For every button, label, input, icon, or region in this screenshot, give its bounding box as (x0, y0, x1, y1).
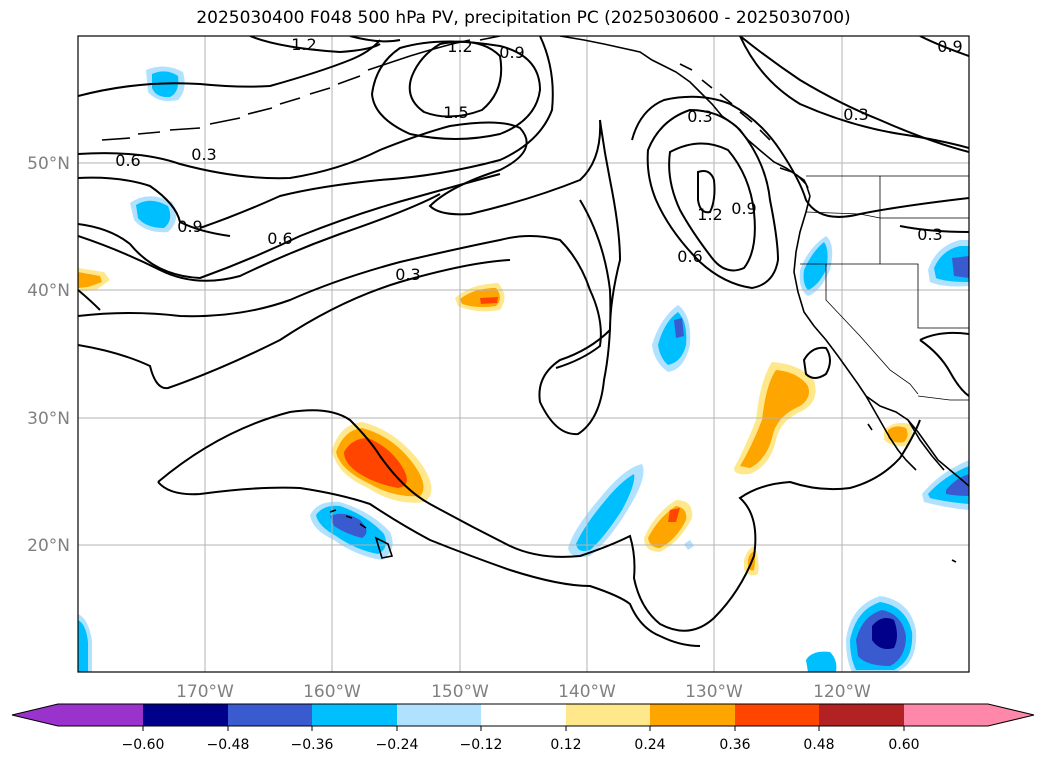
neg-anomaly-patch (872, 618, 897, 649)
contour-label: 1.2 (697, 205, 722, 224)
colorbar-segment (819, 704, 904, 726)
pos-anomaly-patch (344, 438, 407, 488)
colorbar: −0.60 −0.48 −0.36 −0.24 −0.12 0.12 0.24 … (11, 703, 1035, 753)
contour-label: 1.2 (447, 37, 472, 56)
pos-anomaly-patch (740, 370, 809, 468)
colorbar-segment (143, 704, 228, 726)
lon-tick-label: 120°W (813, 682, 871, 702)
colorbar-segment (58, 704, 143, 726)
neg-anomaly-patch (806, 651, 837, 672)
neg-anomaly-patch (946, 474, 969, 496)
colorbar-tick-label: −0.60 (122, 737, 165, 753)
contour-label: 0.9 (177, 217, 202, 236)
neg-anomaly-patch (78, 620, 88, 672)
contour-label: 0.9 (731, 199, 756, 218)
lon-tick-label: 150°W (431, 682, 489, 702)
lon-tick-labels: 170°W 160°W 150°W 140°W 130°W 120°W (176, 682, 871, 702)
colorbar-segment (650, 704, 735, 726)
neg-anomaly-patch (576, 474, 635, 552)
lat-tick-labels: 50°N 40°N 30°N 20°N (27, 154, 70, 556)
colorbar-segment (735, 704, 819, 726)
colorbar-segment (481, 704, 566, 726)
pos-anomaly-patch (78, 272, 102, 288)
pos-anomaly-patch (668, 508, 680, 522)
lon-tick-label: 140°W (558, 682, 616, 702)
political-borders (800, 175, 969, 401)
colorbar-tick-label: 0.12 (550, 737, 581, 753)
contour-label: 0.3 (843, 105, 868, 124)
contour-label: 1.5 (443, 103, 468, 122)
colorbar-segment (566, 704, 650, 726)
colorbar-extend-low (12, 704, 58, 726)
contour-label: 0.6 (677, 247, 702, 266)
lon-tick-label: 160°W (303, 682, 361, 702)
map-frame (77, 35, 970, 673)
colorbar-segment (904, 704, 988, 726)
colorbar-tick-label: −0.36 (291, 737, 334, 753)
lat-tick-label: 30°N (27, 409, 70, 429)
map-area (78, 36, 969, 672)
colorbar-extend-high (988, 704, 1034, 726)
lat-tick-label: 40°N (27, 281, 70, 301)
colorbar-tick-label: −0.48 (207, 737, 250, 753)
lon-tick-label: 170°W (176, 682, 234, 702)
colorbar-tick-label: −0.12 (460, 737, 503, 753)
colorbar-tick-label: 0.48 (803, 737, 834, 753)
neg-anomaly-patch (330, 513, 367, 538)
contour-label: 0.3 (395, 265, 420, 284)
colorbar-segment (312, 704, 397, 726)
graticule (78, 36, 969, 672)
neg-anomaly-patch (952, 256, 969, 278)
colorbar-segment (228, 704, 312, 726)
neg-anomaly-patch (674, 318, 684, 338)
pos-anomaly-patch (480, 297, 498, 304)
colorbar-tick-label: 0.36 (719, 737, 750, 753)
contour-label: 0.9 (937, 37, 962, 56)
lat-tick-label: 50°N (27, 154, 70, 174)
colorbar-tick-label: 0.24 (634, 737, 665, 753)
contour-label: 0.6 (115, 151, 140, 170)
contour-label: 0.3 (687, 107, 712, 126)
pos-anomaly-patch (888, 426, 908, 443)
contour-label: 0.3 (191, 145, 216, 164)
neg-anomaly-patch (803, 242, 828, 290)
contour-label: 0.3 (917, 225, 942, 244)
contour-label: 0.6 (267, 229, 292, 248)
lat-tick-label: 20°N (27, 536, 70, 556)
lon-tick-label: 130°W (685, 682, 743, 702)
pv-contours (78, 36, 969, 647)
colorbar-tick-label: 0.60 (888, 737, 919, 753)
contour-label: 1.2 (291, 35, 316, 54)
neg-anomaly-patch (136, 200, 171, 228)
contour-labels: 1.2 1.2 0.9 1.5 0.3 0.6 0.3 0.9 0.6 0.3 … (115, 35, 962, 284)
chart-title: 2025030400 F048 500 hPa PV, precipitatio… (196, 8, 851, 28)
colorbar-tick-label: −0.24 (376, 737, 419, 753)
colorbar-segment (397, 704, 481, 726)
contour-label: 0.9 (499, 43, 524, 62)
